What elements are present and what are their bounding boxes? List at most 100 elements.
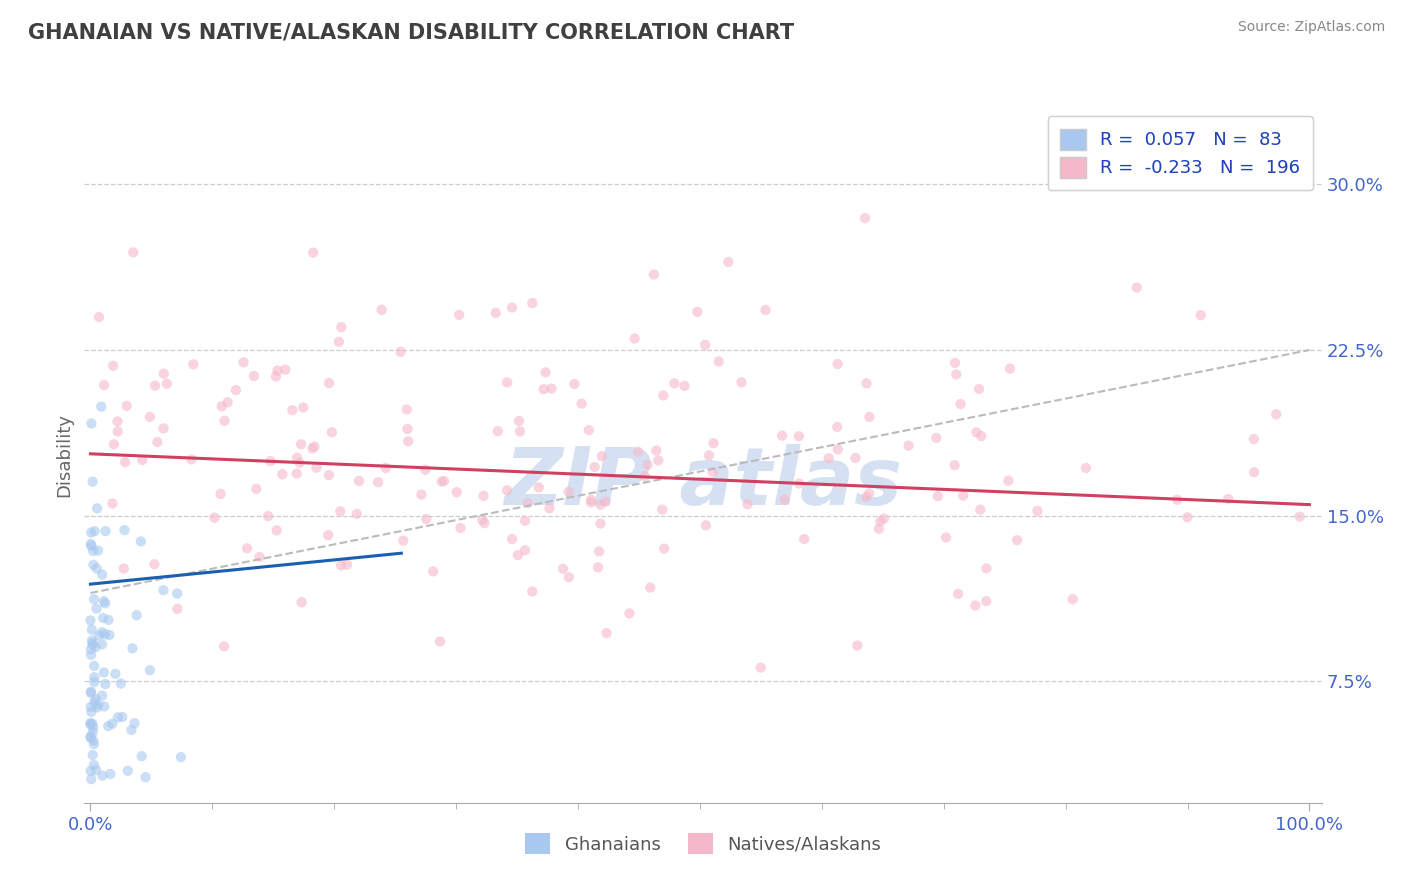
Point	[396, 434, 419, 449]
Point	[114, 523, 136, 537]
Point	[558, 570, 581, 584]
Point	[827, 357, 849, 371]
Point	[943, 458, 966, 472]
Point	[143, 378, 166, 392]
Point	[152, 421, 174, 435]
Point	[84, 691, 107, 706]
Point	[540, 382, 562, 396]
Point	[82, 638, 104, 652]
Point	[943, 356, 966, 370]
Point	[395, 402, 418, 417]
Point	[430, 475, 453, 489]
Point	[730, 376, 752, 390]
Point	[139, 409, 162, 424]
Point	[651, 502, 673, 516]
Point	[673, 379, 696, 393]
Point	[131, 453, 153, 467]
Point	[94, 677, 117, 691]
Point	[433, 474, 456, 488]
Point	[80, 685, 103, 699]
Point	[302, 245, 325, 260]
Point	[104, 666, 127, 681]
Point	[411, 487, 433, 501]
Point	[80, 539, 103, 553]
Point	[645, 443, 668, 458]
Point	[853, 211, 876, 226]
Point	[446, 485, 468, 500]
Point	[506, 548, 529, 562]
Point	[111, 710, 134, 724]
Point	[522, 296, 544, 310]
Point	[516, 496, 538, 510]
Point	[80, 623, 103, 637]
Point	[83, 592, 105, 607]
Point	[579, 492, 602, 507]
Point	[647, 453, 669, 467]
Point	[82, 721, 104, 735]
Point	[125, 608, 148, 623]
Point	[396, 422, 419, 436]
Point	[846, 639, 869, 653]
Point	[291, 595, 314, 609]
Point	[935, 531, 957, 545]
Point	[346, 507, 368, 521]
Point	[79, 764, 101, 778]
Point	[82, 733, 104, 747]
Point	[522, 584, 544, 599]
Point	[83, 524, 105, 538]
Point	[166, 602, 188, 616]
Point	[415, 463, 437, 477]
Point	[87, 310, 110, 324]
Point	[83, 670, 105, 684]
Point	[91, 769, 114, 783]
Point	[110, 676, 132, 690]
Point	[1074, 461, 1097, 475]
Point	[588, 544, 610, 558]
Point	[664, 376, 686, 391]
Point	[1243, 432, 1265, 446]
Point	[101, 716, 124, 731]
Point	[82, 636, 104, 650]
Point	[557, 484, 579, 499]
Point	[129, 534, 152, 549]
Point	[232, 355, 254, 369]
Point	[80, 633, 103, 648]
Point	[1218, 491, 1240, 506]
Point	[101, 496, 124, 510]
Point	[122, 245, 145, 260]
Point	[114, 455, 136, 469]
Point	[1265, 407, 1288, 421]
Point	[619, 607, 641, 621]
Point	[305, 460, 328, 475]
Point	[82, 558, 104, 572]
Point	[264, 369, 287, 384]
Point	[80, 525, 103, 540]
Text: GHANAIAN VS NATIVE/ALASKAN DISABILITY CORRELATION CHART: GHANAIAN VS NATIVE/ALASKAN DISABILITY CO…	[28, 22, 794, 42]
Point	[82, 544, 104, 558]
Point	[321, 425, 343, 440]
Point	[94, 596, 117, 610]
Point	[86, 501, 108, 516]
Point	[79, 716, 101, 731]
Point	[486, 424, 509, 438]
Point	[84, 640, 107, 655]
Point	[285, 450, 308, 465]
Point	[586, 560, 609, 574]
Point	[702, 436, 724, 450]
Point	[1166, 492, 1188, 507]
Point	[1243, 465, 1265, 479]
Point	[152, 583, 174, 598]
Point	[589, 498, 612, 512]
Point	[107, 425, 129, 439]
Point	[90, 400, 112, 414]
Point	[316, 528, 339, 542]
Point	[686, 305, 709, 319]
Point	[551, 562, 574, 576]
Point	[225, 383, 247, 397]
Point	[737, 497, 759, 511]
Point	[1288, 509, 1310, 524]
Point	[949, 397, 972, 411]
Point	[793, 532, 815, 546]
Point	[94, 524, 117, 538]
Point	[86, 601, 108, 615]
